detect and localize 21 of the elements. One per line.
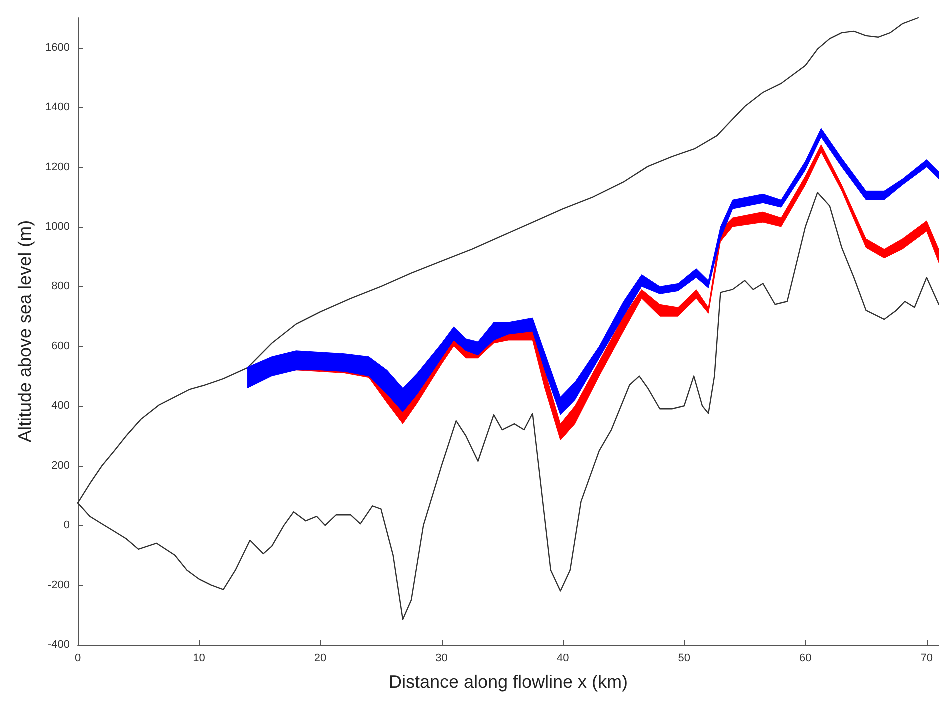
x-tick-label: 20 bbox=[314, 652, 327, 664]
y-tick-label: 1400 bbox=[46, 102, 70, 114]
y-tick-label: 1000 bbox=[46, 221, 70, 233]
x-tick-label: 70 bbox=[920, 652, 933, 664]
y-tick-label: 1200 bbox=[46, 161, 70, 174]
y-tick-label: 600 bbox=[52, 340, 70, 352]
y-tick-label: -400 bbox=[48, 639, 70, 651]
x-tick-label: 50 bbox=[678, 652, 690, 664]
y-tick-label: 400 bbox=[52, 400, 70, 412]
x-tick-label: 0 bbox=[74, 652, 82, 664]
y-tick-label: 0 bbox=[64, 520, 70, 532]
y-tick-label: 1600 bbox=[46, 42, 70, 54]
x-tick-label: 60 bbox=[799, 652, 812, 664]
y-tick-label: -200 bbox=[48, 579, 70, 592]
x-tick-label: 10 bbox=[193, 652, 206, 664]
y-tick-label: 800 bbox=[52, 280, 70, 293]
x-tick-label: 40 bbox=[556, 652, 570, 664]
y-tick-label: 200 bbox=[52, 460, 70, 472]
x-axis-title: Distance along flowline x (km) bbox=[388, 672, 628, 692]
x-tick-label: 30 bbox=[436, 652, 448, 664]
y-axis-title: Altitude above sea level (m) bbox=[15, 220, 35, 443]
